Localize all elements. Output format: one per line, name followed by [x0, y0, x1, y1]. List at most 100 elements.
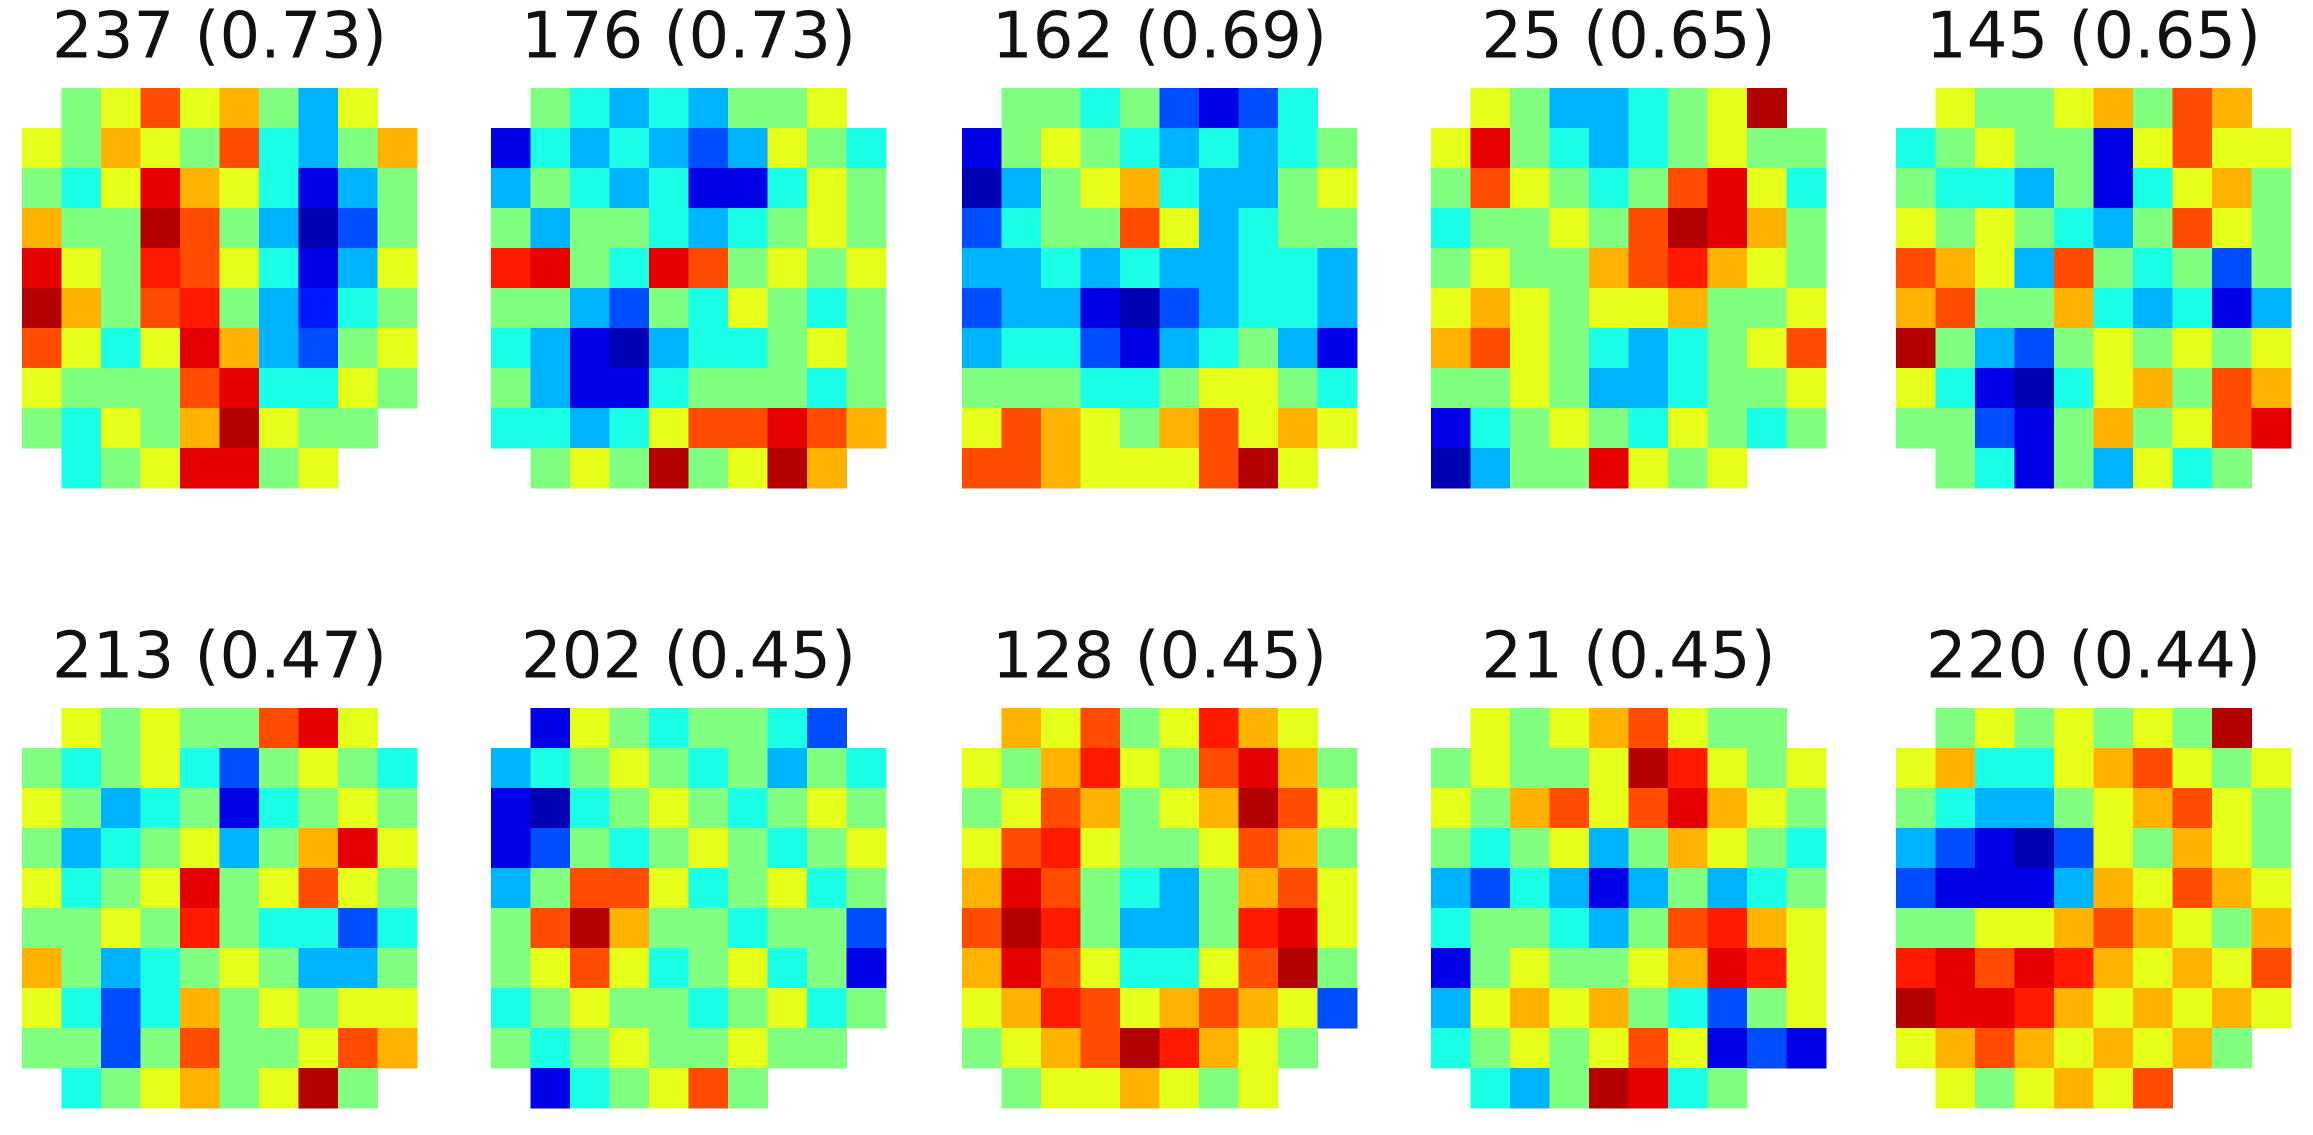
- heatmap-cell: [298, 328, 339, 369]
- heatmap-cell: [101, 1028, 141, 1069]
- heatmap-cell: [2014, 208, 2055, 249]
- heatmap-cell: [1238, 408, 1279, 449]
- heatmap-cell: [2054, 948, 2094, 989]
- heatmap-cell: [1896, 368, 1936, 409]
- heatmap-cell: [807, 788, 847, 829]
- heatmap-cell: [1707, 128, 1748, 169]
- heatmap-cell: [180, 948, 220, 989]
- heatmap-cell: [1975, 408, 2015, 449]
- heatmap-cell: [2133, 328, 2173, 369]
- heatmap-cell: [259, 368, 299, 409]
- heatmap-cell: [2172, 368, 2213, 409]
- heatmap-cell: [2054, 288, 2094, 329]
- heatmap-cell: [1589, 448, 1629, 489]
- heatmap-cell: [1786, 368, 1827, 409]
- heatmap-cell: [101, 128, 141, 169]
- heatmap-cell: [1549, 368, 1590, 409]
- heatmap-cell: [1470, 88, 1511, 129]
- heatmap-cell: [1628, 1028, 1669, 1069]
- heatmap-cell: [649, 168, 689, 209]
- heatmap-cell: [962, 788, 1002, 829]
- heatmap-cell: [22, 788, 62, 829]
- heatmap-cell: [807, 408, 847, 449]
- heatmap-cell: [767, 88, 808, 129]
- heatmap-cell: [846, 128, 887, 169]
- heatmap-cell: [1470, 248, 1511, 289]
- heatmap-cell: [570, 448, 610, 489]
- heatmap-cell: [61, 168, 102, 209]
- heatmap-cell: [609, 1028, 650, 1069]
- heatmap-cell: [1668, 248, 1708, 289]
- heatmap-cell: [1317, 868, 1358, 909]
- heatmap-cell: [298, 208, 339, 249]
- heatmap-cell: [2212, 948, 2252, 989]
- heatmap-cell: [180, 788, 220, 829]
- heatmap-cell: [1080, 948, 1121, 989]
- heatmap-cell: [2172, 868, 2213, 909]
- heatmap-cell: [377, 868, 418, 909]
- heatmap-cell: [1278, 908, 1318, 949]
- heatmap-cell: [1238, 868, 1279, 909]
- heatmap-cell: [962, 208, 1002, 249]
- heatmap-cell: [807, 868, 847, 909]
- heatmap-cell: [180, 868, 220, 909]
- heatmap-cell: [609, 868, 650, 909]
- heatmap-cell: [1786, 788, 1827, 829]
- heatmap-cell: [1589, 328, 1629, 369]
- heatmap-cell: [1510, 448, 1550, 489]
- heatmap-cell: [1238, 88, 1279, 129]
- heatmap-cell: [1707, 328, 1748, 369]
- heatmap-cell: [846, 908, 887, 949]
- heatmap-cell: [962, 948, 1002, 989]
- heatmap-cell: [2093, 748, 2134, 789]
- heatmap: [1431, 708, 1827, 1109]
- heatmap-cell: [1080, 168, 1121, 209]
- heatmap-cell: [259, 88, 299, 129]
- heatmap-cell: [1510, 1028, 1550, 1069]
- heatmap-cell: [1896, 908, 1936, 949]
- heatmap-cell: [1747, 788, 1787, 829]
- heatmap-cell: [962, 368, 1002, 409]
- heatmap-cell: [609, 248, 650, 289]
- heatmap-cell: [728, 88, 768, 129]
- heatmap-cell: [962, 128, 1002, 169]
- heatmap-cell: [1120, 908, 1160, 949]
- heatmap-cell: [1431, 168, 1471, 209]
- heatmap-cell: [1628, 448, 1669, 489]
- heatmap-cell: [1747, 368, 1787, 409]
- heatmap-cell: [2054, 168, 2094, 209]
- heatmap-cell: [1747, 328, 1787, 369]
- heatmap-cell: [1199, 828, 1239, 869]
- heatmap-cell: [1080, 988, 1121, 1029]
- heatmap-cell: [1975, 288, 2015, 329]
- heatmap-cell: [1431, 248, 1471, 289]
- heatmap-cell: [1935, 88, 1976, 129]
- heatmap-cell: [1747, 208, 1787, 249]
- heatmap-cell: [338, 368, 378, 409]
- heatmap-cell: [101, 828, 141, 869]
- heatmap-cell: [22, 288, 62, 329]
- heatmap-cell: [338, 868, 378, 909]
- heatmap-cell: [688, 368, 729, 409]
- heatmap-cell: [2251, 248, 2292, 289]
- heatmap-cell: [1589, 708, 1629, 749]
- heatmap-cell: [491, 248, 531, 289]
- heatmap-cell: [180, 248, 220, 289]
- heatmap-cell: [180, 708, 220, 749]
- heatmap-cell: [530, 788, 571, 829]
- heatmap-cell: [140, 208, 181, 249]
- heatmap-cell: [1707, 788, 1748, 829]
- heatmap-cell: [767, 1028, 808, 1069]
- heatmap-cell: [2093, 408, 2134, 449]
- heatmap-cell: [2093, 208, 2134, 249]
- heatmap-cell: [1510, 208, 1550, 249]
- heatmap-cell: [491, 988, 531, 1029]
- heatmap-cell: [1935, 828, 1976, 869]
- heatmap: [1431, 88, 1827, 489]
- heatmap-cell: [530, 448, 571, 489]
- heatmap-cell: [1001, 788, 1042, 829]
- heatmap: [1896, 708, 2292, 1109]
- heatmap-cell: [1199, 448, 1239, 489]
- heatmap-cell: [649, 1028, 689, 1069]
